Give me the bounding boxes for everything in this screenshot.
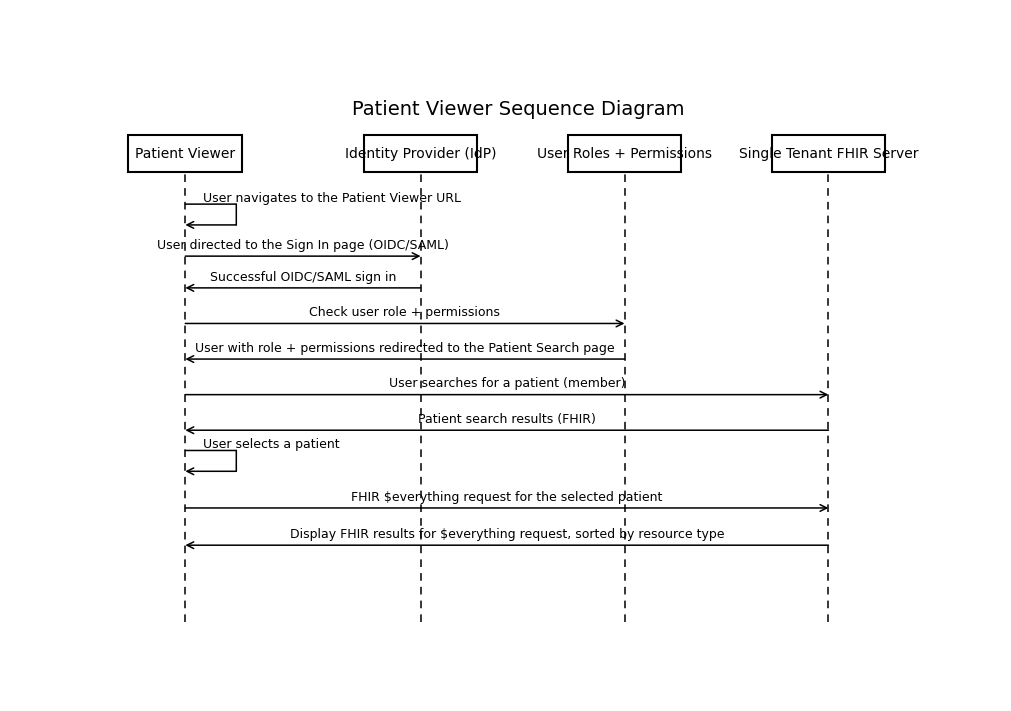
Bar [770,135,885,172]
Text: Identity Provider (IdP): Identity Provider (IdP) [345,146,495,161]
Bar [567,135,680,172]
Text: Patient Viewer: Patient Viewer [135,146,236,161]
Text: Patient search results (FHIR): Patient search results (FHIR) [418,413,595,426]
Text: User searches for a patient (member): User searches for a patient (member) [388,378,625,390]
Text: User with role + permissions redirected to the Patient Search page: User with role + permissions redirected … [195,342,614,355]
Text: FHIR $everything request for the selected patient: FHIR $everything request for the selecte… [351,491,662,503]
Text: Single Tenant FHIR Server: Single Tenant FHIR Server [738,146,917,161]
Text: User Roles + Permissions: User Roles + Permissions [537,146,712,161]
Text: Successful OIDC/SAML sign in: Successful OIDC/SAML sign in [209,270,395,284]
Bar [363,135,477,172]
Text: Display FHIR results for $everything request, sorted by resource type: Display FHIR results for $everything req… [289,528,724,541]
Text: User selects a patient: User selects a patient [203,438,340,451]
Text: Patient Viewer Sequence Diagram: Patient Viewer Sequence Diagram [352,100,684,119]
Text: User directed to the Sign In page (OIDC/SAML): User directed to the Sign In page (OIDC/… [157,239,449,252]
Text: User navigates to the Patient Viewer URL: User navigates to the Patient Viewer URL [203,192,461,205]
Text: Check user role + permissions: Check user role + permissions [309,306,499,319]
Bar [128,135,242,172]
